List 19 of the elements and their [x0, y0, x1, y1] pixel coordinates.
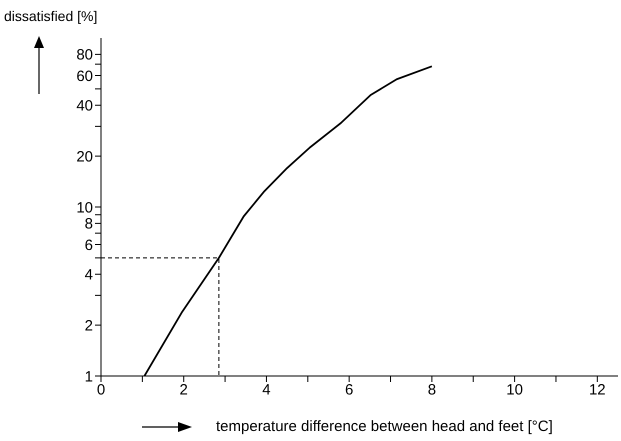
x-tick-label: 10 [506, 382, 523, 399]
y-tick-label: 2 [84, 317, 93, 334]
y-tick-label: 10 [76, 199, 93, 216]
x-tick-label: 2 [180, 382, 188, 399]
y-tick-label: 40 [76, 98, 93, 115]
y-tick-label: 6 [84, 236, 93, 254]
y-tick-label: 80 [76, 46, 93, 64]
x-tick-label: 6 [344, 382, 354, 399]
y-tick-label: 20 [76, 148, 93, 166]
y-tick-label: 60 [76, 68, 93, 85]
x-tick-label: 4 [262, 382, 271, 399]
x-axis-title: temperature difference between head and feet [°C] [216, 418, 553, 435]
x-tick-label: 8 [428, 382, 436, 399]
y-axis-title: dissatisfied [%] [4, 8, 98, 24]
y-tick-label: 4 [84, 266, 93, 284]
x-tick-label: 0 [96, 382, 106, 399]
y-tick-label: 8 [84, 216, 93, 233]
y-tick-label: 1 [84, 368, 93, 386]
x-tick-label: 12 [588, 382, 606, 399]
